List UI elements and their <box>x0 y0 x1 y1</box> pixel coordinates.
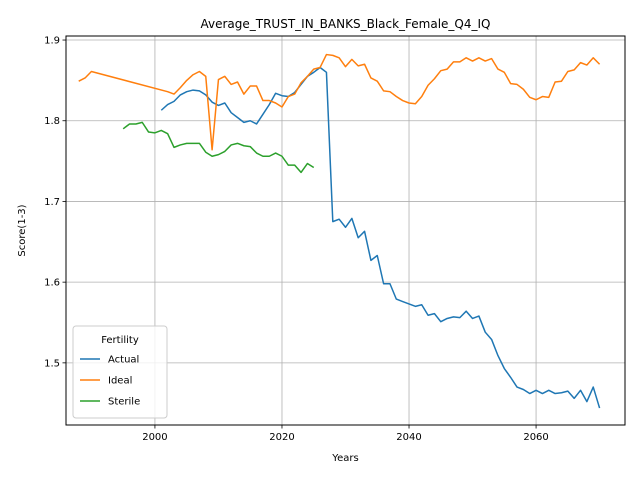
series-line-ideal <box>78 53 601 151</box>
y-tick-label: 1.8 <box>44 116 60 127</box>
axis-ticks: 2000 2020 2040 2060 1.5 1.6 1.7 1.8 1.9 <box>44 36 549 443</box>
y-tick-label: 1.9 <box>44 36 60 47</box>
y-tick-label: 1.6 <box>44 278 60 289</box>
y-axis-label: Score(1-3) <box>17 204 28 256</box>
legend-label-ideal: Ideal <box>108 376 132 387</box>
grid-lines <box>66 36 625 425</box>
y-tick-label: 1.5 <box>44 358 60 369</box>
x-tick-label: 2040 <box>396 432 421 443</box>
series-lines <box>78 53 601 409</box>
legend-label-actual: Actual <box>108 355 139 366</box>
series-line-actual <box>160 66 601 409</box>
legend-label-sterile: Sterile <box>108 397 140 408</box>
x-axis-label: Years <box>331 453 358 464</box>
series-line-sterile <box>122 121 315 174</box>
y-tick-label: 1.7 <box>44 197 60 208</box>
legend: Fertility Actual Ideal Sterile <box>72 325 168 419</box>
legend-box <box>72 325 168 419</box>
plot-area-frame <box>65 35 626 426</box>
chart-title: Average_TRUST_IN_BANKS_Black_Female_Q4_I… <box>200 17 490 31</box>
x-tick-label: 2000 <box>142 432 167 443</box>
x-tick-label: 2020 <box>269 432 294 443</box>
x-tick-label: 2060 <box>523 432 548 443</box>
legend-title: Fertility <box>101 335 139 346</box>
